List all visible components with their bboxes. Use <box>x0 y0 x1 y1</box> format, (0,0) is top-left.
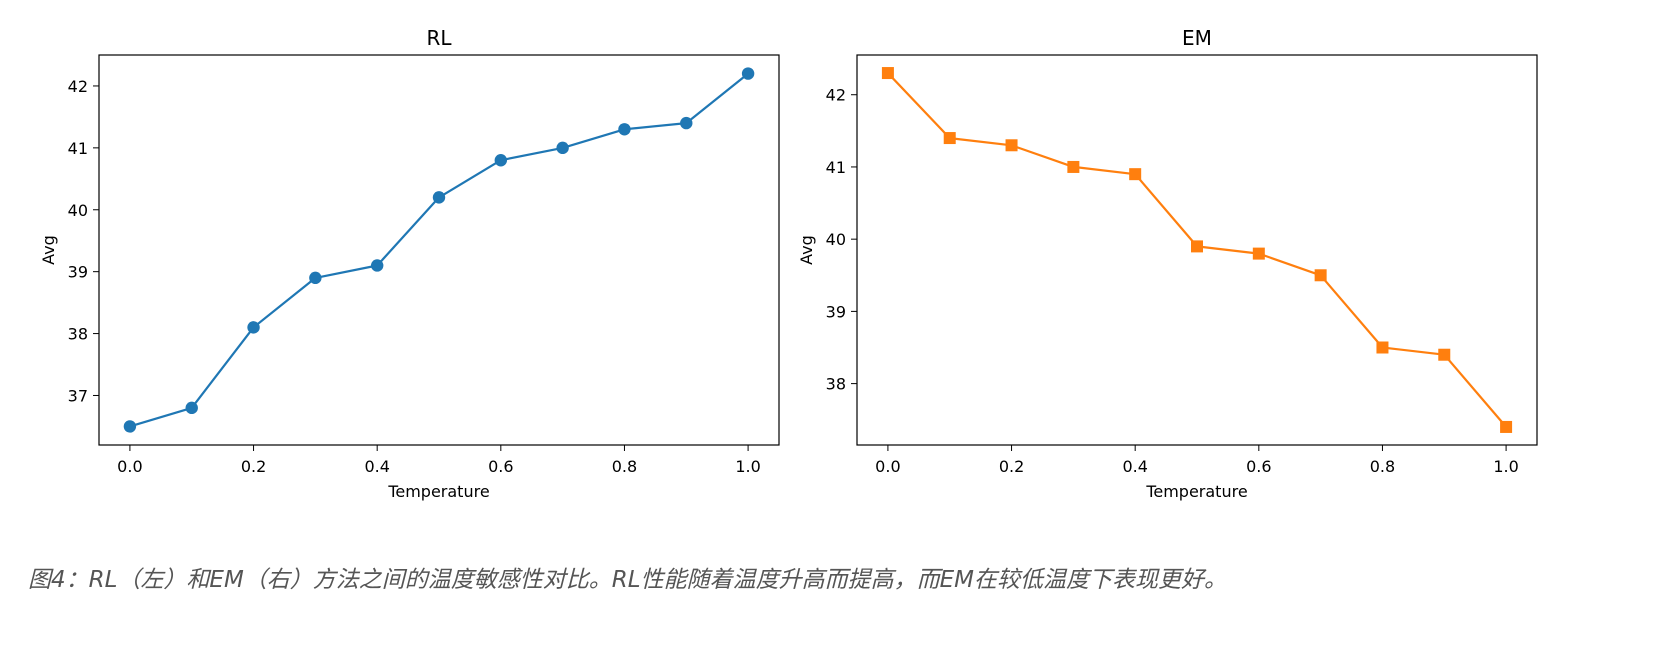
rl-data-point <box>494 154 508 167</box>
em-x-axis-label: Temperature <box>1145 482 1247 501</box>
rl-x-tick-label: 0.4 <box>364 457 389 476</box>
rl-y-tick-label: 40 <box>68 201 88 220</box>
rl-y-tick-label: 38 <box>68 325 88 344</box>
em-y-tick-label: 42 <box>826 86 846 105</box>
em-y-tick-label: 39 <box>826 302 846 321</box>
rl-y-tick-label: 39 <box>68 263 88 282</box>
em-y-tick-label: 40 <box>826 230 846 249</box>
rl-y-tick-label: 42 <box>68 77 88 96</box>
rl-x-tick-label: 0.6 <box>488 457 513 476</box>
rl-x-tick-label: 0.2 <box>241 457 266 476</box>
em-x-tick-label: 0.4 <box>1122 457 1147 476</box>
em-x-tick-label: 0.6 <box>1246 457 1271 476</box>
em-data-point <box>943 132 956 145</box>
rl-y-tick-label: 41 <box>68 139 88 158</box>
em-data-point <box>1129 168 1142 181</box>
rl-data-point <box>556 141 569 155</box>
rl-x-tick-label: 0.8 <box>612 457 637 476</box>
em-data-point <box>1252 247 1265 260</box>
rl-data-point <box>370 259 384 272</box>
rl-data-point <box>123 420 137 433</box>
rl-panel: RL 0.0 0.2 0.4 0.6 0.8 1.0 37 38 39 40 41 42 Temperat… <box>39 26 780 501</box>
em-x-tick-label: 1.0 <box>1493 457 1518 476</box>
rl-x-axis-label: Temperature <box>387 482 489 501</box>
em-data-point <box>1314 269 1327 282</box>
rl-x-tick-label: 1.0 <box>735 457 760 476</box>
rl-axes-frame <box>98 54 780 446</box>
em-x-tick-label: 0.0 <box>875 457 900 476</box>
rl-x-tick-label: 0.0 <box>117 457 142 476</box>
em-data-point <box>1500 420 1513 433</box>
rl-chart-title: RL <box>426 26 452 50</box>
rl-data-point <box>680 116 693 130</box>
em-data-point <box>1067 160 1080 173</box>
rl-data-point <box>247 321 260 334</box>
em-y-tick-label: 38 <box>826 375 846 394</box>
em-y-tick-label: 41 <box>826 158 846 177</box>
em-data-point <box>1005 139 1018 152</box>
em-x-tick-label: 0.2 <box>999 457 1024 476</box>
rl-data-point <box>185 401 198 415</box>
em-x-tick-label: 0.8 <box>1370 457 1395 476</box>
em-data-point <box>1376 341 1389 354</box>
em-axes-frame <box>856 54 1538 446</box>
em-data-point <box>1438 348 1451 361</box>
rl-data-point <box>741 67 755 80</box>
em-data-point <box>881 67 894 80</box>
em-y-axis-label: Avg <box>797 235 816 265</box>
rl-y-tick-label: 37 <box>68 386 88 405</box>
rl-data-point <box>432 191 446 204</box>
rl-series-line <box>129 72 749 428</box>
em-panel: EM 0.0 0.2 0.4 0.6 0.8 1.0 38 39 40 41 42 Temperatur… <box>797 26 1538 501</box>
em-chart-title: EM <box>1182 26 1212 50</box>
rl-data-point <box>618 123 631 136</box>
figure: RL 0.0 0.2 0.4 0.6 0.8 1.0 37 38 39 40 41 42 Temperat… <box>39 26 1538 501</box>
figure-caption: 图4：RL（左）和EM（右）方法之间的温度敏感性对比。RL性能随着温度升高而提高… <box>28 567 1227 593</box>
rl-y-axis-label: Avg <box>39 235 58 265</box>
rl-data-point <box>309 271 322 285</box>
em-data-point <box>1191 240 1203 253</box>
